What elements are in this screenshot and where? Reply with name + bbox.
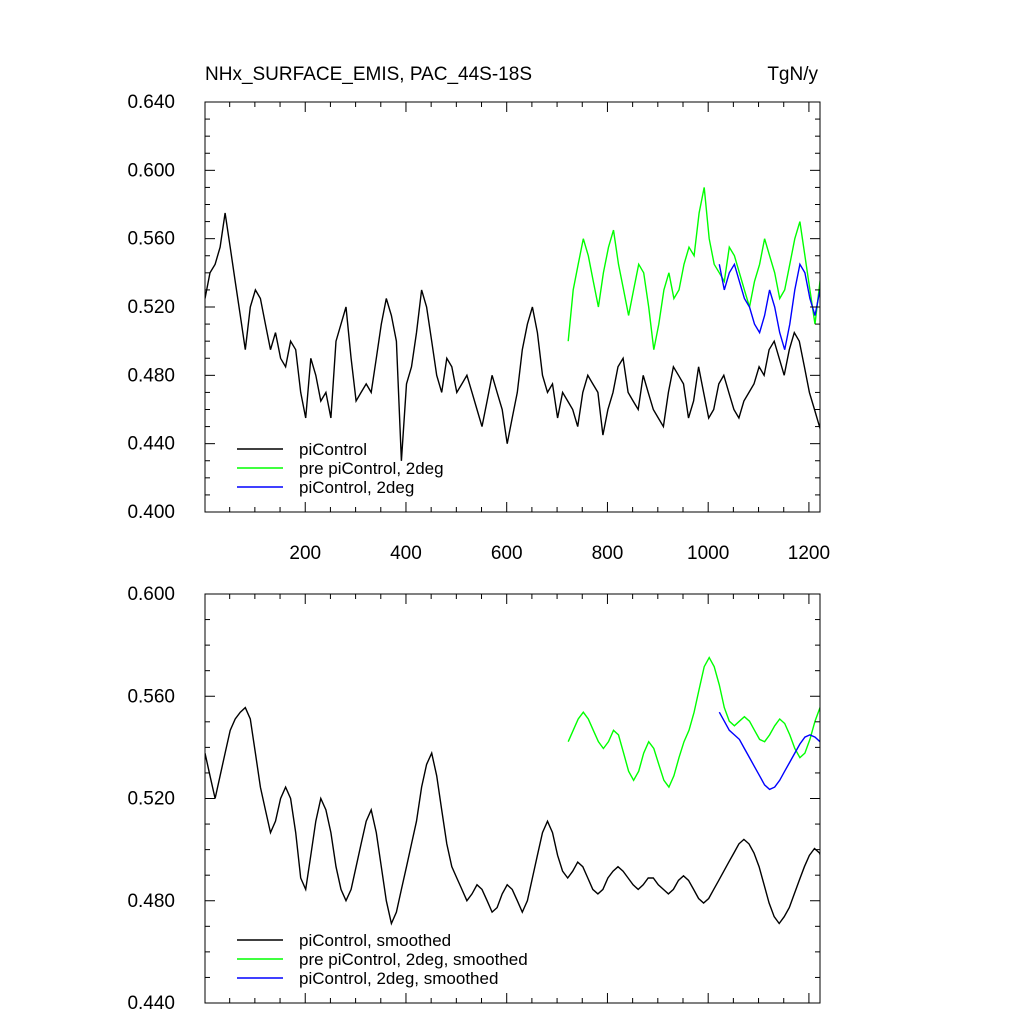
y-tick-label: 0.600 (127, 584, 175, 605)
x-tick-label: 1000 (687, 543, 729, 564)
y-tick-label: 0.440 (127, 993, 175, 1014)
legend-label-2: piControl, 2deg, smoothed (299, 969, 498, 988)
y-tick-label: 0.480 (127, 891, 175, 912)
legend-label-0: piControl, smoothed (299, 931, 451, 950)
y-tick-label: 0.400 (127, 502, 175, 523)
series-lines (205, 187, 820, 461)
x-tick-label: 1200 (788, 543, 830, 564)
top-panel: 0.400 0.440 0.480 0.520 0.560 0.600 0.640 200 40… (127, 64, 830, 564)
plot-frame (204, 101, 821, 513)
series-line-0 (205, 706, 820, 926)
x-tick-label: 200 (289, 543, 321, 564)
legend-label-1: pre piControl, 2deg (299, 459, 444, 478)
bottom-panel: 0.440 0.480 0.520 0.560 0.600 piControl, smoo… (127, 584, 821, 1014)
series-lines (205, 656, 820, 926)
x-tick-label: 400 (390, 543, 422, 564)
series-line-2 (718, 711, 820, 791)
legend-label-0: piControl (299, 440, 367, 459)
y-tick-label: 0.560 (127, 229, 175, 250)
series-line-0 (205, 212, 820, 461)
y-tick-label: 0.600 (127, 160, 175, 181)
y-tick-label: 0.520 (127, 297, 175, 318)
series-line-1 (567, 656, 820, 789)
y-tick-label: 0.560 (127, 686, 175, 707)
units-label: TgN/y (767, 64, 818, 85)
x-tick-label: 800 (592, 543, 624, 564)
series-line-2 (718, 262, 820, 350)
series-line-1 (567, 187, 820, 350)
y-tick-label: 0.480 (127, 365, 175, 386)
x-tick-label: 600 (491, 543, 523, 564)
legend-label-2: piControl, 2deg (299, 478, 414, 497)
y-tick-label: 0.440 (127, 434, 175, 455)
y-tick-label: 0.640 (127, 92, 175, 113)
chart-title: NHx_SURFACE_EMIS, PAC_44S-18S (205, 64, 532, 85)
legend-label-1: pre piControl, 2deg, smoothed (299, 950, 528, 969)
y-tick-label: 0.520 (127, 789, 175, 810)
plot-frame (204, 593, 821, 1004)
